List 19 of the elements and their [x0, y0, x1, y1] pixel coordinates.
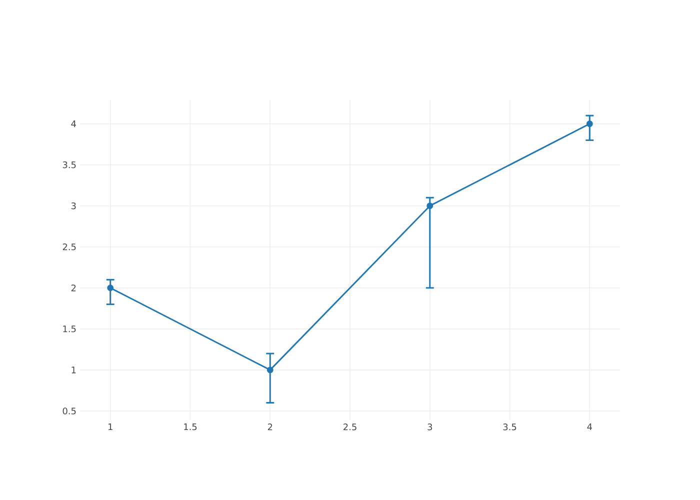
y-tick-label: 0.5	[62, 408, 76, 414]
x-tick-label: 1.5	[184, 424, 197, 430]
x-tick-label: 4	[587, 424, 592, 430]
y-tick-label: 1.5	[63, 326, 76, 332]
x-tick-label: 3.5	[503, 424, 516, 430]
y-tick-label: 3	[71, 202, 76, 210]
point	[266, 366, 274, 374]
y-tick-label: 2.5	[62, 243, 76, 250]
x-tick-label: 3	[428, 424, 432, 430]
y-tick-label: 3.5	[62, 161, 76, 168]
point	[426, 202, 434, 210]
y-tick-label: 4	[71, 120, 76, 128]
x-tick-label: 2	[268, 424, 272, 430]
x-tick-label: 1	[108, 424, 112, 430]
point	[107, 284, 114, 292]
point	[586, 120, 593, 128]
x-tick-label: 2.5	[344, 424, 356, 430]
y-tick-label: 2	[71, 284, 76, 292]
y-tick-label: 1	[72, 366, 76, 374]
